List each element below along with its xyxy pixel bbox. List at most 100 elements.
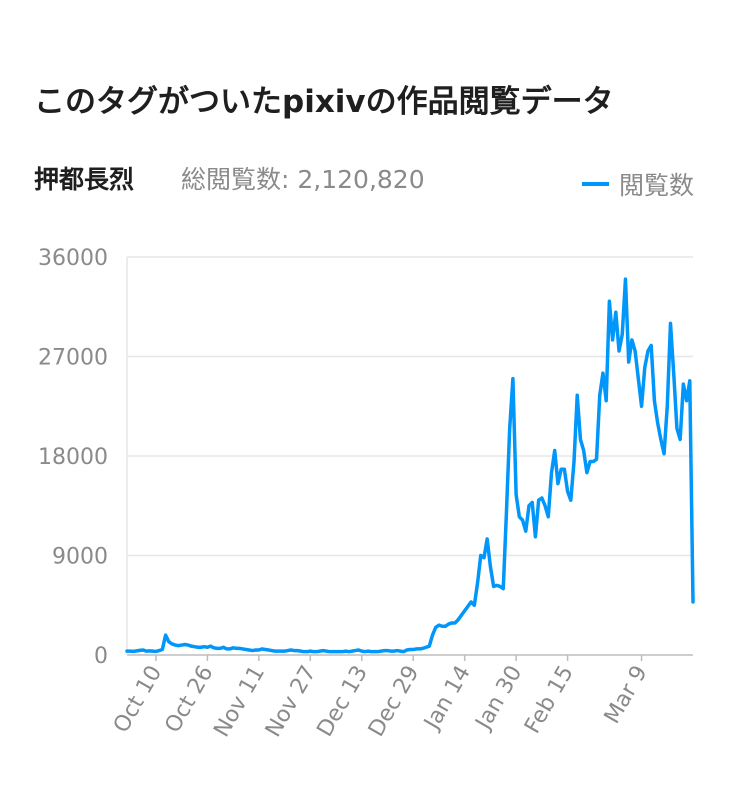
- data-point: [595, 458, 598, 461]
- data-point: [309, 650, 312, 653]
- x-tick-label: Dec 29: [364, 662, 424, 742]
- data-point: [643, 366, 646, 369]
- data-point: [135, 649, 138, 652]
- data-point: [174, 644, 177, 647]
- data-point: [437, 624, 440, 627]
- data-point: [360, 650, 363, 653]
- data-point: [190, 645, 193, 648]
- data-point: [331, 650, 334, 653]
- data-point: [396, 649, 399, 652]
- data-point: [151, 650, 154, 653]
- data-point: [225, 647, 228, 650]
- data-point: [663, 452, 666, 455]
- data-point: [495, 584, 498, 587]
- data-point: [267, 649, 270, 652]
- data-point: [357, 649, 360, 652]
- data-point: [222, 646, 225, 649]
- data-point: [273, 650, 276, 653]
- data-point: [193, 645, 196, 648]
- data-point: [569, 499, 572, 502]
- data-point: [216, 647, 219, 650]
- data-point: [499, 585, 502, 588]
- data-point: [589, 460, 592, 463]
- y-axis-labels: 0 9000 18000 27000 36000: [38, 246, 108, 669]
- data-point: [592, 460, 595, 463]
- data-point: [515, 493, 518, 496]
- data-point: [354, 649, 357, 652]
- data-point: [338, 650, 341, 653]
- data-point: [129, 650, 132, 653]
- data-point: [286, 649, 289, 652]
- series-line-views: [125, 277, 695, 654]
- data-point: [277, 650, 280, 653]
- data-point: [412, 648, 415, 651]
- data-point: [444, 625, 447, 628]
- data-point: [328, 650, 331, 653]
- data-point: [618, 349, 621, 352]
- data-point: [428, 645, 431, 648]
- data-point: [183, 643, 186, 646]
- data-point: [524, 530, 527, 533]
- x-tick-label: Feb 15: [520, 662, 579, 739]
- data-point: [299, 650, 302, 653]
- data-point: [634, 349, 637, 352]
- data-point: [482, 556, 485, 559]
- data-point: [553, 449, 556, 452]
- data-point: [473, 604, 476, 607]
- data-point: [312, 650, 315, 653]
- data-point: [148, 649, 151, 652]
- data-point: [679, 438, 682, 441]
- data-point: [531, 501, 534, 504]
- data-point: [454, 621, 457, 624]
- total-views: 総閲覧数: 2,120,820: [181, 165, 425, 194]
- data-point: [290, 649, 293, 652]
- data-point: [479, 554, 482, 557]
- data-point: [270, 649, 273, 652]
- data-point: [505, 510, 508, 513]
- data-point: [579, 438, 582, 441]
- data-point: [466, 605, 469, 608]
- data-point: [556, 482, 559, 485]
- data-point: [392, 650, 395, 653]
- data-point: [187, 644, 190, 647]
- data-point: [431, 634, 434, 637]
- data-point: [132, 650, 135, 653]
- data-point: [621, 333, 624, 336]
- data-point: [630, 338, 633, 341]
- data-point: [672, 372, 675, 375]
- data-point: [302, 650, 305, 653]
- data-point: [598, 394, 601, 397]
- y-tick-label: 18000: [38, 445, 108, 470]
- data-point: [415, 647, 418, 650]
- x-tick-label: Oct 26: [160, 662, 218, 738]
- data-point: [576, 394, 579, 397]
- data-point: [614, 311, 617, 314]
- data-point: [399, 650, 402, 653]
- data-point: [280, 650, 283, 653]
- data-point: [347, 650, 350, 653]
- data-point: [283, 650, 286, 653]
- data-point: [196, 646, 199, 649]
- y-tick-label: 27000: [38, 346, 108, 371]
- data-point: [682, 383, 685, 386]
- data-point: [653, 399, 656, 402]
- chart-legend[interactable]: 閲覧数: [581, 166, 694, 202]
- data-point: [296, 649, 299, 652]
- data-point: [502, 587, 505, 590]
- data-point: [511, 377, 514, 380]
- data-point: [540, 497, 543, 500]
- data-point: [489, 565, 492, 568]
- data-point: [402, 650, 405, 653]
- data-point: [527, 504, 530, 507]
- data-point: [534, 535, 537, 538]
- data-point: [161, 648, 164, 651]
- data-point: [351, 650, 354, 653]
- data-point: [492, 585, 495, 588]
- data-point: [380, 650, 383, 653]
- series-layer: [125, 277, 695, 654]
- data-point: [608, 300, 611, 303]
- data-point: [241, 647, 244, 650]
- data-point: [322, 649, 325, 652]
